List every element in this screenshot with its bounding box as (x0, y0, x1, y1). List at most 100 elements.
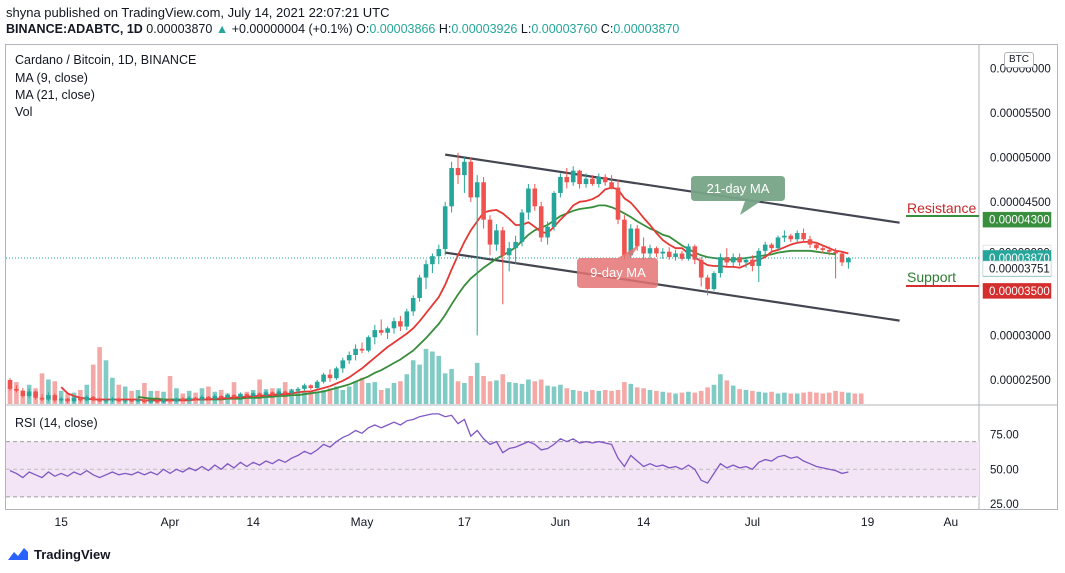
volume-bar (628, 383, 634, 404)
volume-bar (782, 392, 787, 404)
candle-body (71, 397, 77, 402)
candle-body (718, 257, 723, 274)
candle-body (641, 246, 646, 254)
volume-bar (545, 385, 550, 404)
support-label: Support (907, 269, 956, 285)
candle-body (289, 390, 294, 394)
candle-body (545, 226, 550, 238)
candle-body (449, 168, 454, 207)
volume-bar (858, 393, 864, 404)
last-price: 0.00003870 (146, 22, 213, 36)
volume-bar (583, 391, 589, 404)
volume-bar (417, 364, 422, 404)
volume-bar (769, 391, 774, 404)
time-tick-label: Apr (161, 515, 180, 529)
volume-bar (410, 360, 416, 404)
volume-bar (314, 391, 320, 404)
candle-body (257, 393, 262, 396)
candle-body (833, 251, 838, 254)
volume-bar (174, 388, 179, 404)
volume-bar (206, 386, 211, 404)
candle-body (494, 230, 499, 245)
candle-body (762, 244, 768, 251)
price-marker-label: 0.00003751 (989, 264, 1050, 276)
candle-body (596, 176, 602, 185)
volume-bar (122, 386, 128, 404)
volume-bar (436, 355, 442, 404)
volume-bar (570, 390, 576, 404)
candle-body (372, 330, 378, 338)
volume-bar (654, 390, 659, 404)
candle-body (839, 253, 845, 263)
time-tick-label: 17 (458, 515, 472, 529)
volume-bar (686, 391, 691, 404)
volume-bar (692, 392, 698, 404)
candle-body (628, 228, 634, 256)
candle-body (788, 235, 794, 240)
volume-bar (257, 379, 262, 404)
candle-body (135, 399, 141, 402)
legend-rsi[interactable]: RSI (14, close) (15, 416, 98, 430)
candle-body (462, 161, 467, 176)
legend-ma9[interactable]: MA (9, close) (15, 71, 88, 85)
candle-body (353, 348, 358, 356)
candle-body (551, 192, 557, 227)
candle-body (711, 273, 717, 290)
volume-bar (711, 384, 717, 404)
candle-body (238, 394, 243, 397)
candle-body (110, 398, 115, 401)
time-tick-label: 15 (55, 515, 69, 529)
candle-body (33, 391, 38, 398)
candle-body (468, 161, 474, 198)
volume-bar (302, 390, 307, 404)
candle-body (417, 277, 422, 299)
volume-bar (52, 381, 58, 404)
candle-body (609, 182, 614, 188)
volume-bar (161, 391, 166, 404)
volume-bar (724, 380, 730, 404)
volume-bar (718, 374, 723, 404)
volume-bar (334, 386, 339, 404)
candle-body (737, 257, 742, 263)
ohlc-line: BINANCE:ADABTC, 1D 0.00003870 ▲ +0.00000… (6, 22, 679, 36)
volume-bar (750, 390, 755, 404)
volume-bar (455, 381, 461, 404)
candle-body (90, 396, 96, 400)
volume-bar (462, 383, 467, 404)
volume-bar (826, 392, 832, 404)
currency-badge[interactable]: BTC (1004, 52, 1034, 68)
chart-frame[interactable] (5, 44, 1058, 510)
candle-body (276, 391, 282, 395)
rsi-line (9, 413, 849, 484)
ma21-callout-text: 21-day MA (707, 181, 770, 196)
candle-body (78, 397, 83, 401)
candle-body (142, 399, 147, 403)
volume-bar (494, 380, 499, 404)
volume-bar (84, 384, 90, 404)
volume-bar (340, 390, 346, 404)
rsi-tick-label: 50.00 (990, 464, 1019, 476)
ma9-callout: 9-day MA (577, 244, 658, 288)
price-marker: 0.00004300 (982, 211, 1052, 228)
time-tick-label: May (351, 515, 374, 529)
volume-bar (129, 390, 134, 404)
candle-body (794, 233, 800, 240)
candle-body (756, 250, 762, 266)
volume-bar (398, 381, 403, 404)
candle-body (385, 328, 390, 333)
volume-bar (481, 376, 486, 404)
volume-bar (308, 392, 314, 404)
time-tick-label: Jun (551, 515, 570, 529)
price-tick-label: 0.00004500 (990, 197, 1051, 209)
candle-body (295, 388, 301, 391)
legend-vol[interactable]: Vol (15, 105, 33, 119)
volume-bar (468, 376, 474, 404)
volume-bar (788, 393, 794, 404)
candle-body (686, 246, 691, 259)
legend-ma21[interactable]: MA (21, close) (15, 88, 95, 102)
candle-body (180, 398, 186, 401)
volume-bar (90, 364, 96, 404)
candle-body (225, 395, 230, 398)
price-change: +0.00000004 (+0.1%) (231, 22, 353, 36)
